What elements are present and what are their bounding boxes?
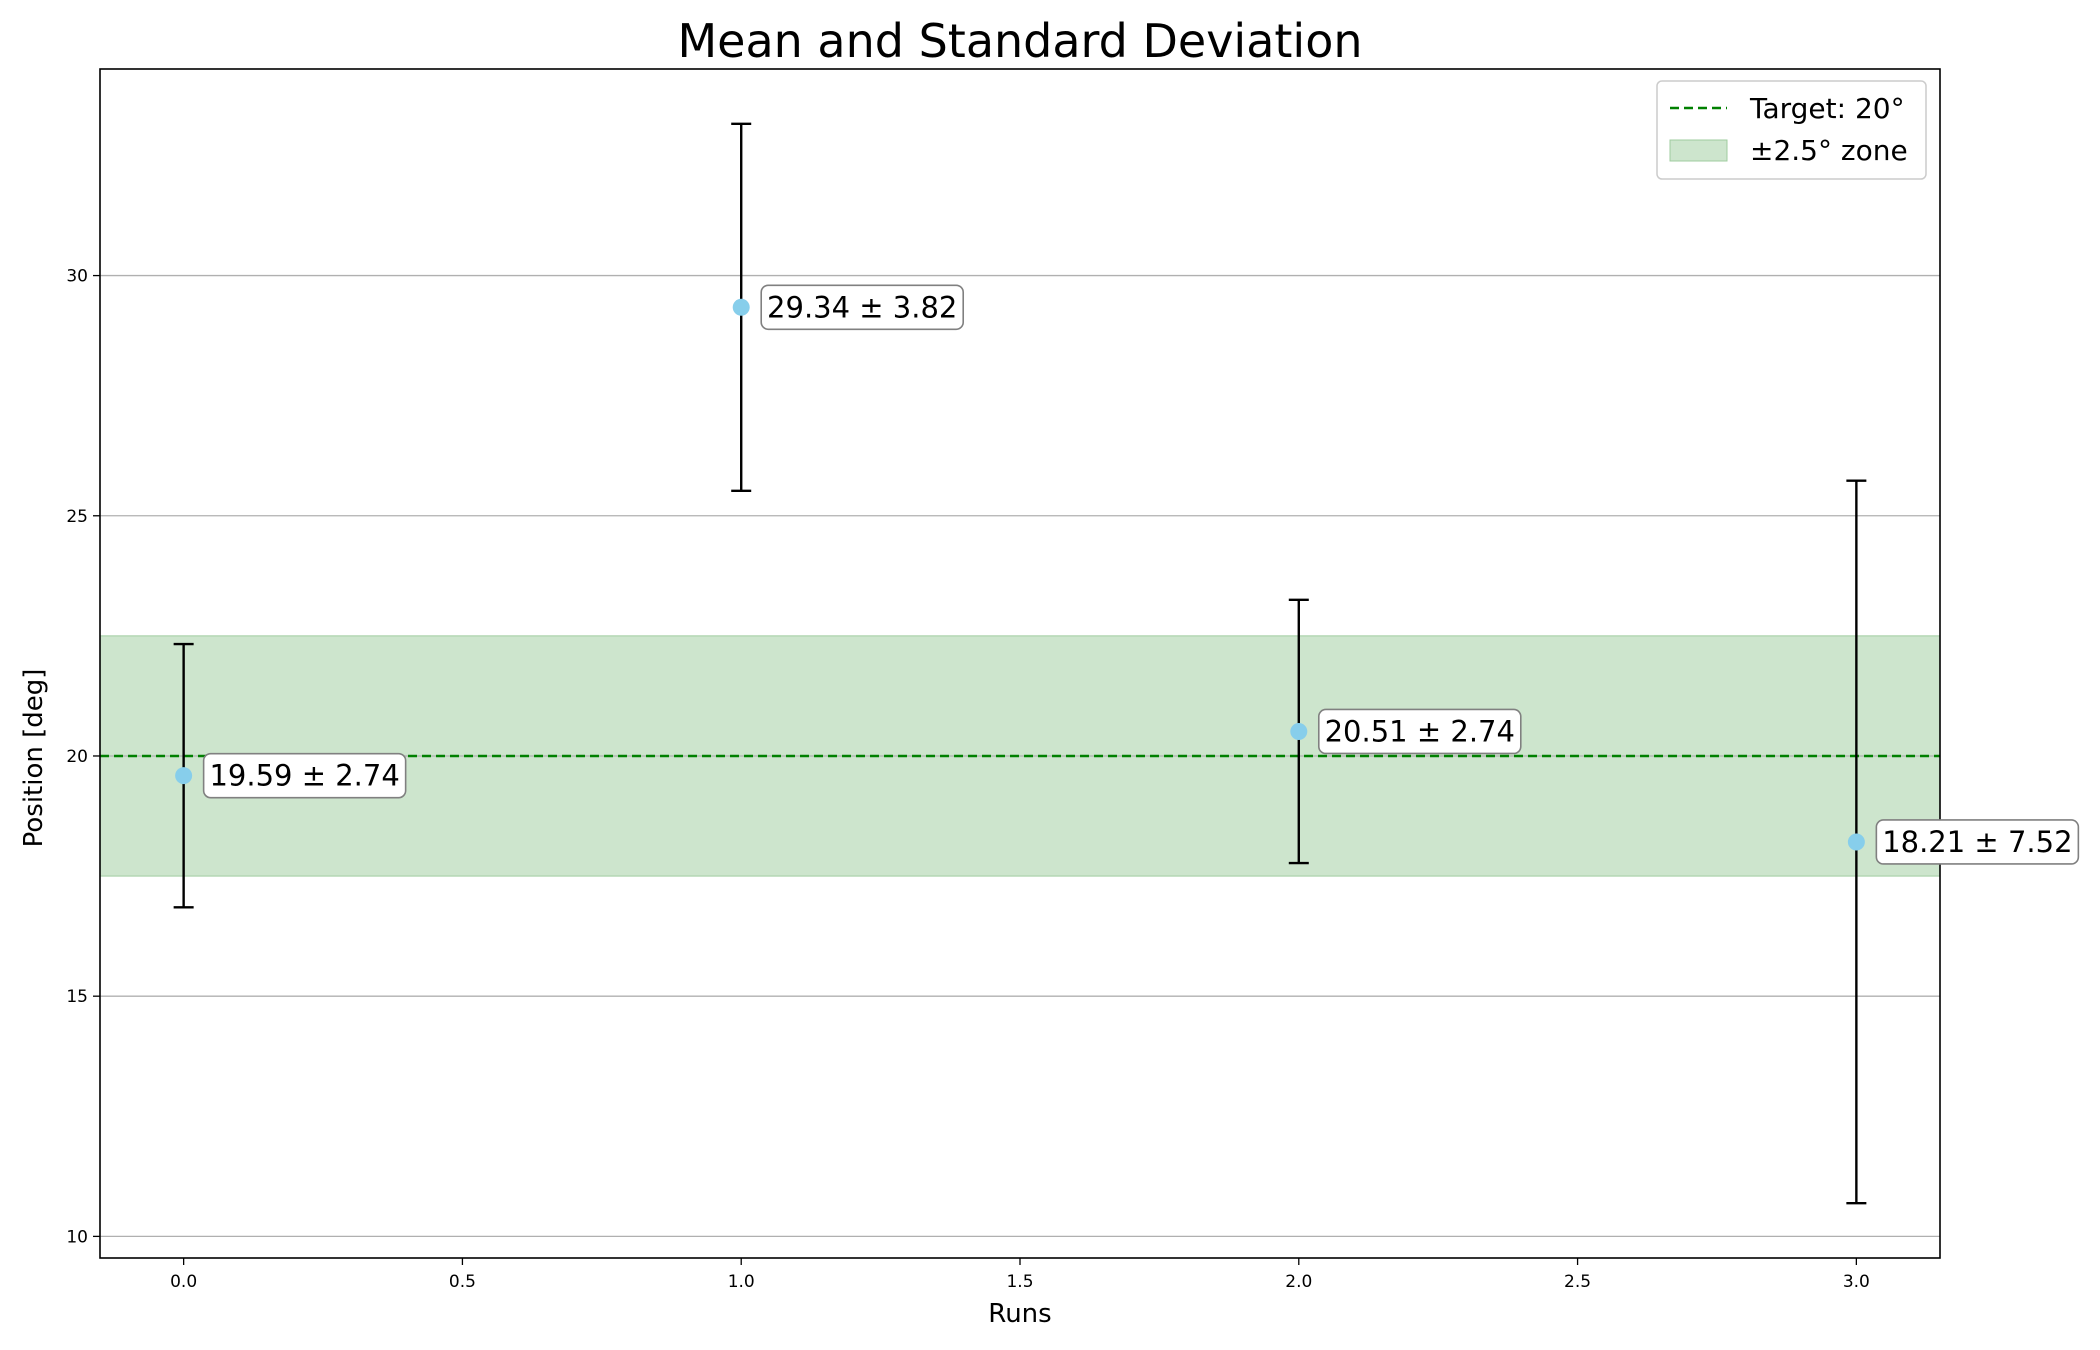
y-tick-label: 20: [66, 747, 88, 767]
x-tick-label: 2.0: [1285, 1272, 1312, 1292]
x-tick-label: 2.5: [1564, 1272, 1591, 1292]
mean-point: [1290, 722, 1308, 740]
y-tick-label: 10: [66, 1227, 88, 1247]
x-tick-label: 3.0: [1843, 1272, 1870, 1292]
y-tick-label: 30: [66, 267, 88, 287]
mean-point: [732, 298, 750, 316]
legend: Target: 20° ±2.5° zone: [1656, 80, 1927, 180]
annotation-label: 19.59 ± 2.74: [209, 759, 399, 793]
annotation-box: [760, 284, 965, 331]
annotation-label: 29.34 ± 3.82: [767, 290, 957, 324]
legend-zone-swatch: [1669, 139, 1728, 162]
annotation-box: [1317, 708, 1522, 755]
legend-target-label: Target: 20°: [1749, 92, 1905, 125]
mean-point: [175, 767, 193, 785]
x-tick-label: 0.0: [170, 1272, 197, 1292]
x-tick-label: 1.0: [728, 1272, 755, 1292]
annotation-label: 20.51 ± 2.74: [1325, 714, 1515, 748]
y-tick-label: 25: [66, 507, 88, 527]
legend-zone-label: ±2.5° zone: [1750, 134, 1908, 167]
x-tick-label: 0.5: [449, 1272, 476, 1292]
annotation-label: 18.21 ± 7.52: [1882, 825, 2072, 859]
mean-point: [1847, 833, 1865, 851]
x-tick-label: 1.5: [1006, 1272, 1033, 1292]
plot-area: 10 15 20 25 30 0.0 0.5 1.0 1.5 2.0 2.5 3.0 19.59 ± 2…: [66, 68, 2080, 1292]
chart-title: Mean and Standard Deviation: [677, 14, 1362, 68]
annotation-box: [202, 752, 407, 799]
y-axis-label: Position [deg]: [19, 669, 49, 848]
y-tick-label: 15: [66, 987, 88, 1007]
annotation-box: [1875, 819, 2080, 865]
x-axis-label: Runs: [988, 1299, 1051, 1329]
